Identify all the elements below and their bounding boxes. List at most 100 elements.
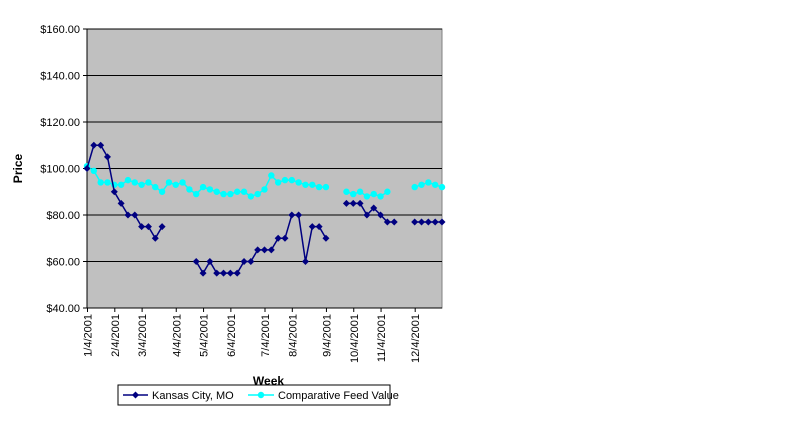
data-point-feed-value — [131, 179, 138, 186]
data-point-feed-value — [363, 193, 371, 200]
data-point-kansas-city — [288, 211, 296, 219]
data-point-kansas-city — [206, 258, 214, 265]
legend-label-kansas-city: Kansas City, MO — [152, 390, 234, 402]
x-tick-label: 6/4/2001 — [226, 314, 238, 357]
data-point-kansas-city — [158, 223, 166, 231]
data-point-kansas-city — [295, 211, 303, 219]
legend-marker-kansas-city — [132, 391, 139, 399]
data-point-feed-value — [199, 183, 207, 191]
data-point-feed-value — [206, 186, 214, 193]
data-point-feed-value — [247, 193, 255, 200]
data-point-kansas-city — [424, 218, 432, 226]
y-tick-label: $120.00 — [40, 117, 80, 129]
x-tick-label: 12/4/2001 — [410, 314, 422, 363]
data-point-feed-value — [425, 179, 432, 186]
data-point-kansas-city — [138, 223, 146, 231]
data-point-feed-value — [145, 179, 152, 186]
data-point-kansas-city — [192, 258, 200, 265]
data-point-feed-value — [261, 186, 268, 193]
data-point-feed-value — [315, 183, 323, 191]
data-point-feed-value — [90, 167, 98, 175]
x-tick-label: 1/4/2001 — [83, 314, 95, 357]
data-point-kansas-city — [90, 141, 98, 149]
data-point-kansas-city — [411, 218, 419, 226]
data-point-kansas-city — [349, 199, 357, 207]
data-point-kansas-city — [315, 223, 323, 231]
data-point-kansas-city — [342, 199, 350, 207]
data-point-kansas-city — [226, 269, 234, 277]
data-point-feed-value — [220, 190, 227, 198]
data-point-kansas-city — [274, 234, 282, 242]
data-point-kansas-city — [370, 204, 378, 212]
x-tick-label: 10/4/2001 — [349, 314, 361, 363]
y-tick-label: $60.00 — [46, 257, 80, 269]
data-point-feed-value — [158, 188, 166, 195]
data-point-feed-value — [302, 181, 309, 188]
data-point-kansas-city — [213, 269, 221, 277]
data-point-feed-value — [350, 190, 357, 198]
data-point-feed-value — [233, 188, 241, 195]
data-point-kansas-city — [363, 211, 371, 219]
y-tick-label: $100.00 — [40, 164, 80, 176]
data-point-kansas-city — [438, 218, 446, 226]
data-point-feed-value — [268, 172, 275, 179]
y-axis-title: Price — [11, 153, 25, 183]
data-point-kansas-city — [377, 211, 385, 219]
data-point-kansas-city — [431, 218, 439, 226]
x-tick-label: 8/4/2001 — [287, 314, 299, 357]
data-point-kansas-city — [254, 246, 262, 254]
data-point-kansas-city — [117, 199, 125, 207]
data-point-feed-value — [281, 176, 289, 184]
data-point-feed-value — [104, 179, 111, 186]
data-point-kansas-city — [267, 246, 275, 254]
data-point-kansas-city — [144, 223, 152, 231]
data-point-kansas-city — [418, 218, 426, 226]
data-point-feed-value — [322, 183, 330, 191]
data-point-kansas-city — [383, 218, 391, 226]
data-point-kansas-city — [356, 199, 364, 207]
data-point-kansas-city — [308, 223, 316, 231]
data-point-kansas-city — [131, 211, 139, 219]
data-point-feed-value — [411, 183, 418, 191]
x-tick-label: 7/4/2001 — [260, 314, 272, 357]
data-point-feed-value — [370, 190, 377, 198]
y-tick-label: $80.00 — [46, 210, 80, 222]
data-point-feed-value — [172, 181, 179, 188]
data-point-kansas-city — [301, 258, 309, 265]
data-point-feed-value — [117, 181, 125, 188]
data-point-kansas-city — [151, 234, 159, 242]
data-point-feed-value — [274, 179, 282, 186]
x-tick-label: 2/4/2001 — [110, 314, 122, 357]
y-tick-label: $140.00 — [40, 71, 80, 83]
data-point-feed-value — [97, 179, 104, 186]
data-point-feed-value — [418, 181, 425, 188]
data-point-feed-value — [179, 179, 186, 186]
data-point-kansas-city — [199, 269, 207, 277]
data-point-feed-value — [431, 181, 439, 188]
x-tick-label: 4/4/2001 — [171, 314, 183, 357]
data-point-kansas-city — [220, 269, 228, 277]
x-tick-label: 11/4/2001 — [376, 314, 388, 362]
data-point-feed-value — [438, 183, 446, 191]
data-point-feed-value — [138, 181, 145, 188]
data-point-feed-value — [186, 186, 193, 193]
y-tick-label: $40.00 — [46, 303, 80, 315]
data-point-kansas-city — [240, 258, 248, 265]
data-point-feed-value — [240, 188, 248, 195]
data-point-kansas-city — [233, 269, 241, 277]
data-point-kansas-city — [110, 188, 118, 196]
x-tick-label: 5/4/2001 — [199, 314, 211, 357]
data-point-kansas-city — [124, 211, 132, 219]
data-point-kansas-city — [281, 234, 289, 242]
data-point-feed-value — [193, 190, 200, 198]
data-point-feed-value — [124, 176, 132, 184]
y-tick-label: $160.00 — [40, 24, 80, 36]
data-point-kansas-city — [261, 246, 268, 254]
data-point-feed-value — [309, 181, 316, 188]
x-tick-label: 9/4/2001 — [321, 314, 333, 357]
data-point-feed-value — [165, 179, 173, 186]
legend-marker-feed-value — [257, 391, 265, 399]
data-point-kansas-city — [83, 165, 91, 172]
